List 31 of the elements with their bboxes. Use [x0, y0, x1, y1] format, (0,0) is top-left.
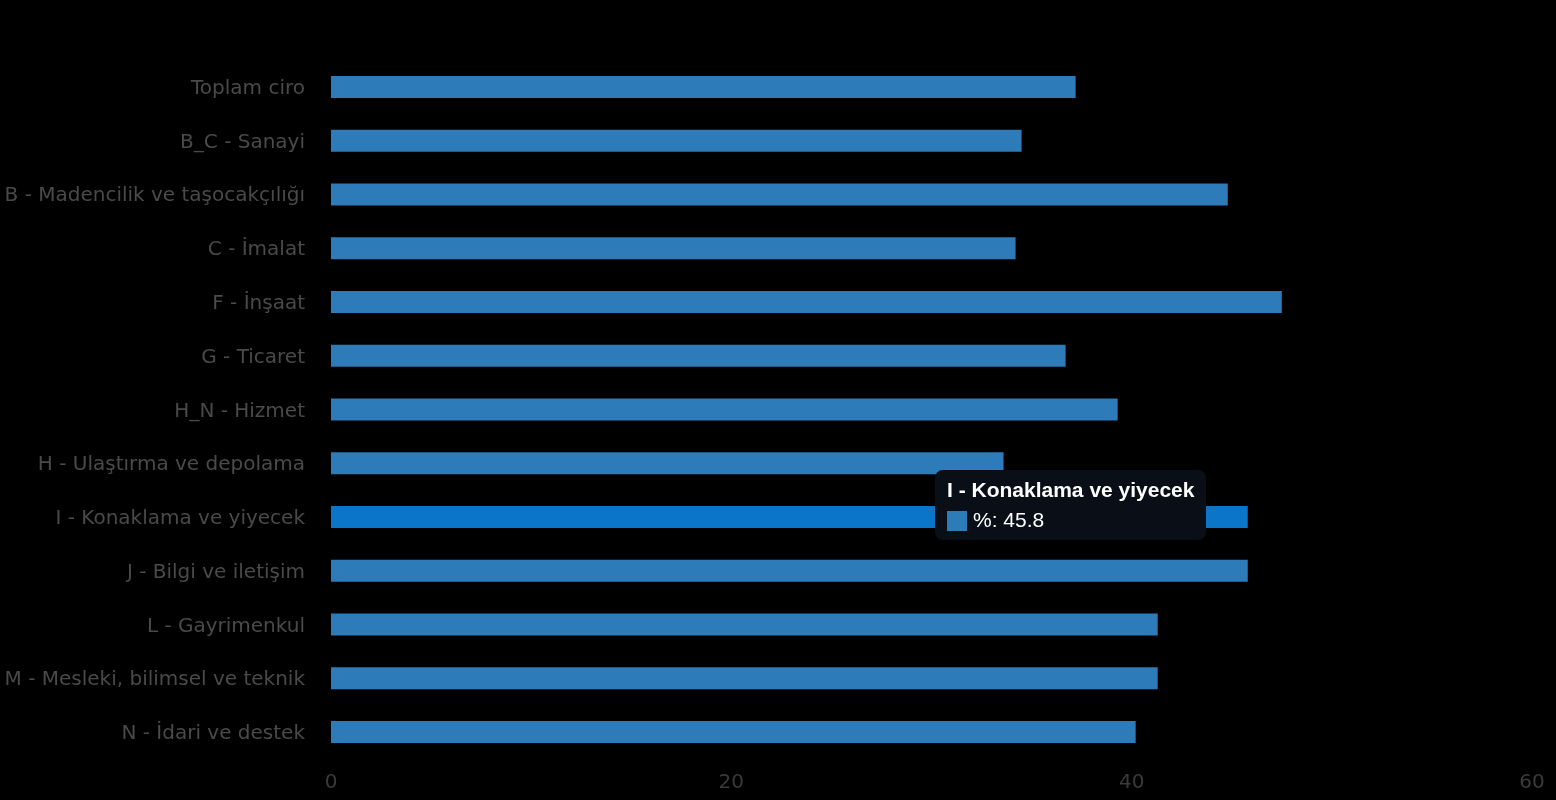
x-tick-label: 40 — [1118, 769, 1145, 793]
y-tick-label: N - İdari ve destek — [121, 720, 306, 745]
bar — [331, 667, 1158, 690]
bar — [331, 398, 1118, 421]
x-tick-label: 20 — [718, 769, 745, 793]
y-tick-label: C - İmalat — [207, 236, 306, 261]
y-tick-label: J - Bilgi ve iletişim — [124, 558, 305, 583]
y-tick-label: M - Mesleki, bilimsel ve teknik — [4, 666, 306, 691]
y-tick-label: F - İnşaat — [212, 289, 306, 314]
bar — [331, 129, 1022, 152]
bar — [331, 613, 1158, 636]
bar — [331, 721, 1136, 744]
y-tick-label: B - Madencilik ve taşocakçılığı — [4, 182, 305, 207]
x-tick-label: 60 — [1519, 769, 1545, 793]
bar — [331, 183, 1228, 206]
x-tick-label: 0 — [324, 769, 338, 793]
bar — [331, 344, 1066, 367]
y-tick-label: B_C - Sanayi — [180, 128, 305, 153]
y-tick-label: L - Gayrimenkul — [146, 612, 305, 637]
bar — [331, 290, 1282, 313]
y-tick-label: I - Konaklama ve yiyecek — [55, 505, 306, 530]
bar — [331, 237, 1016, 260]
bar — [331, 75, 1076, 98]
annotation: I - Konaklama ve yiyecek — [947, 478, 1195, 502]
bar — [331, 452, 1004, 475]
y-tick-label: G - Ticaret — [201, 343, 306, 368]
y-tick-label: H - Ulaştırma ve depolama — [37, 451, 305, 476]
y-tick-label: Toplam ciro — [190, 74, 305, 99]
annotation: %: 45.8 — [972, 508, 1046, 532]
y-tick-label: H_N - Hizmet — [174, 397, 306, 422]
bar — [331, 559, 1248, 582]
